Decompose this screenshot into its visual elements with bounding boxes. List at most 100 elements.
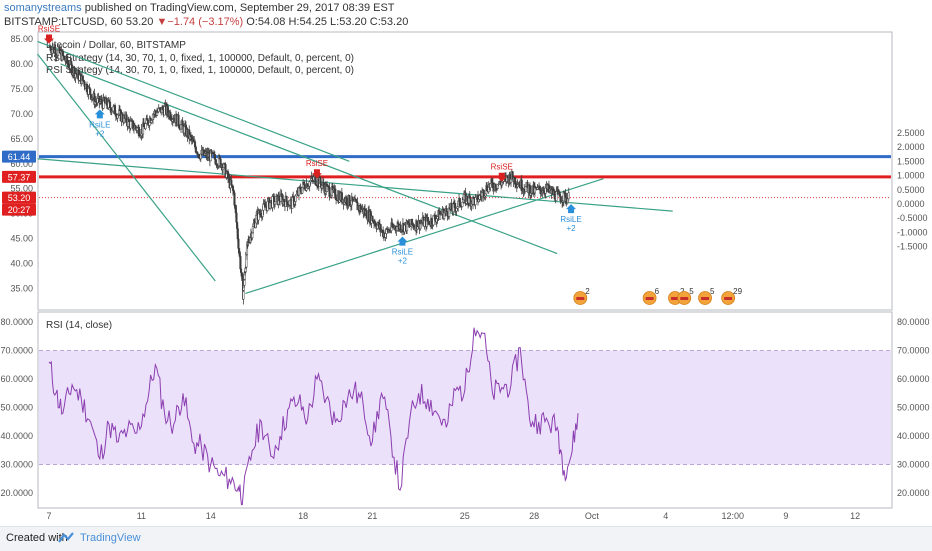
footer-bar: Created with TradingView xyxy=(0,526,932,551)
symbol-line: BITSTAMP:LTCUSD, 60 53.20 ▼−1.74 (−3.17%… xyxy=(4,16,408,29)
price-axis-tick-label: 40.00 xyxy=(10,259,33,269)
short-signal-label: RsiSE xyxy=(306,159,328,168)
event-count-label: 29 xyxy=(733,287,742,296)
tradingview-brand[interactable]: TradingView xyxy=(80,532,141,544)
price-axis-tick-label: 75.00 xyxy=(10,84,33,94)
rsi-axis-tick-label-right: 30.0000 xyxy=(897,460,930,470)
author-link[interactable]: somanystreams xyxy=(4,2,82,14)
price-tag-box xyxy=(2,191,36,204)
long-signal-position-label: +2 xyxy=(566,224,576,233)
change-down-icon: ▼ xyxy=(156,16,168,28)
strategy-axis-tick-label: 1.0000 xyxy=(897,171,925,181)
candle-body xyxy=(240,268,243,273)
price-axis-tick-label: 70.00 xyxy=(10,109,33,119)
price-tag-box xyxy=(2,150,36,163)
candle-body xyxy=(294,195,297,202)
candle-body xyxy=(348,194,351,206)
candle-body xyxy=(230,179,233,186)
time-axis-tick-label: 7 xyxy=(46,511,51,521)
time-axis-tick-label: 12:00 xyxy=(721,511,744,521)
price-axis-tick-label: 35.00 xyxy=(10,284,33,294)
candle-body xyxy=(285,196,288,203)
time-axis-tick-label: Oct xyxy=(585,511,600,521)
created-with-text: Created with xyxy=(6,532,68,544)
price-axis-tick-label: 85.00 xyxy=(10,34,33,44)
symbol: BITSTAMP:LTCUSD, 60 xyxy=(4,16,123,28)
price-tag-label: 53.20 xyxy=(8,193,31,203)
candle-body xyxy=(89,88,92,95)
price-tag-box xyxy=(2,203,36,216)
strategy-axis-tick-label: 0.0000 xyxy=(897,199,925,209)
candle-body xyxy=(78,74,81,81)
candle-body xyxy=(538,185,541,191)
price-axis-tick-label: 55.00 xyxy=(10,184,33,194)
event-count-label: 5 xyxy=(710,287,715,296)
time-axis-tick-label: 18 xyxy=(298,511,308,521)
candle-body xyxy=(567,192,570,200)
strategy-legend-entry: RSI Strategy (14, 30, 70, 1, 0, fixed, 1… xyxy=(46,53,354,64)
event-count-label: 6 xyxy=(655,287,660,296)
trendline xyxy=(60,63,558,255)
rsi-axis-tick-label-left: 20.0000 xyxy=(0,488,33,498)
rsi-axis-tick-label-right: 20.0000 xyxy=(897,488,930,498)
price-axis-tick-label: 80.00 xyxy=(10,59,33,69)
event-count-label: 5 xyxy=(689,287,694,296)
rsi-axis-tick-label-left: 40.0000 xyxy=(0,431,33,441)
strategy-axis-tick-label: -1.5000 xyxy=(897,242,928,252)
trendline xyxy=(37,40,350,162)
strategy-legend-entry: RSI Strategy (14, 30, 70, 1, 0, fixed, 1… xyxy=(46,65,354,76)
price-axis-tick-label: 60.00 xyxy=(10,159,33,169)
long-signal-arrow-icon xyxy=(566,204,577,214)
economic-event-flag-stripe-icon xyxy=(680,297,689,300)
price-pane-title: Litecoin / Dollar, 60, BITSTAMP xyxy=(46,40,186,51)
time-axis-tick-label: 25 xyxy=(460,511,470,521)
short-signal-arrow-icon xyxy=(44,34,54,44)
trendline xyxy=(36,53,216,282)
rsi-overbought-oversold-band xyxy=(39,350,891,465)
price-tag-box xyxy=(2,170,36,183)
published-text: published on TradingView.com, September … xyxy=(81,2,395,14)
economic-event-flag-stripe-icon xyxy=(645,297,654,300)
strategy-axis-tick-label: 1.5000 xyxy=(897,156,925,166)
rsi-axis-tick-label-right: 40.0000 xyxy=(897,431,930,441)
rsi-axis-tick-label-right: 80.0000 xyxy=(897,317,930,327)
price-axis-tick-label: 65.00 xyxy=(10,134,33,144)
candle-body xyxy=(274,201,277,205)
time-axis-tick-label: 9 xyxy=(783,511,788,521)
strategy-axis-tick-label: 2.5000 xyxy=(897,128,925,138)
time-axis-tick-label: 4 xyxy=(663,511,668,521)
price-change: −1.74 (−3.17%) xyxy=(167,16,244,28)
short-signal-arrow-icon xyxy=(496,172,507,182)
rsi-axis-tick-label-right: 70.0000 xyxy=(897,346,930,356)
strategy-axis-tick-label: 2.0000 xyxy=(897,142,925,152)
chart-canvas[interactable]: Litecoin / Dollar, 60, BITSTAMP RSI Strat… xyxy=(0,0,932,524)
long-signal-label: RsiLE xyxy=(392,248,413,257)
economic-event-flag-stripe-icon xyxy=(576,297,585,300)
candle-body xyxy=(81,75,84,81)
strategy-axis-tick-label: -1.0000 xyxy=(897,227,928,237)
long-signal-arrow-icon xyxy=(397,236,408,246)
short-signal-arrow-icon xyxy=(311,169,322,179)
economic-event-flag-stripe-icon xyxy=(701,297,710,300)
candle-body xyxy=(526,181,529,187)
candle-body xyxy=(129,121,132,129)
strategy-axis-tick-label: 0.5000 xyxy=(897,185,925,195)
time-axis-tick-label: 14 xyxy=(206,511,216,521)
tradingview-logo-icon[interactable] xyxy=(58,531,76,545)
time-axis-tick-label: 12 xyxy=(850,511,860,521)
short-signal-label: RsiSE xyxy=(38,24,60,33)
rsi-axis-tick-label-left: 30.0000 xyxy=(0,460,33,470)
time-axis-tick-label: 21 xyxy=(367,511,377,521)
candle-body xyxy=(345,197,348,206)
long-signal-position-label: +2 xyxy=(398,257,408,266)
candle-body xyxy=(445,208,448,212)
strategy-axis-tick-label: -0.5000 xyxy=(897,213,928,223)
last-price: 53.20 xyxy=(125,16,154,28)
time-axis-tick-label: 28 xyxy=(529,511,539,521)
long-signal-label: RsiLE xyxy=(560,215,581,224)
price-axis-tick-label: 45.00 xyxy=(10,234,33,244)
event-count-label: 2 xyxy=(585,287,590,296)
price-tag-label: 61.44 xyxy=(8,152,31,162)
rsi-series-line xyxy=(48,327,579,506)
rsi-axis-tick-label-left: 50.0000 xyxy=(0,403,33,413)
